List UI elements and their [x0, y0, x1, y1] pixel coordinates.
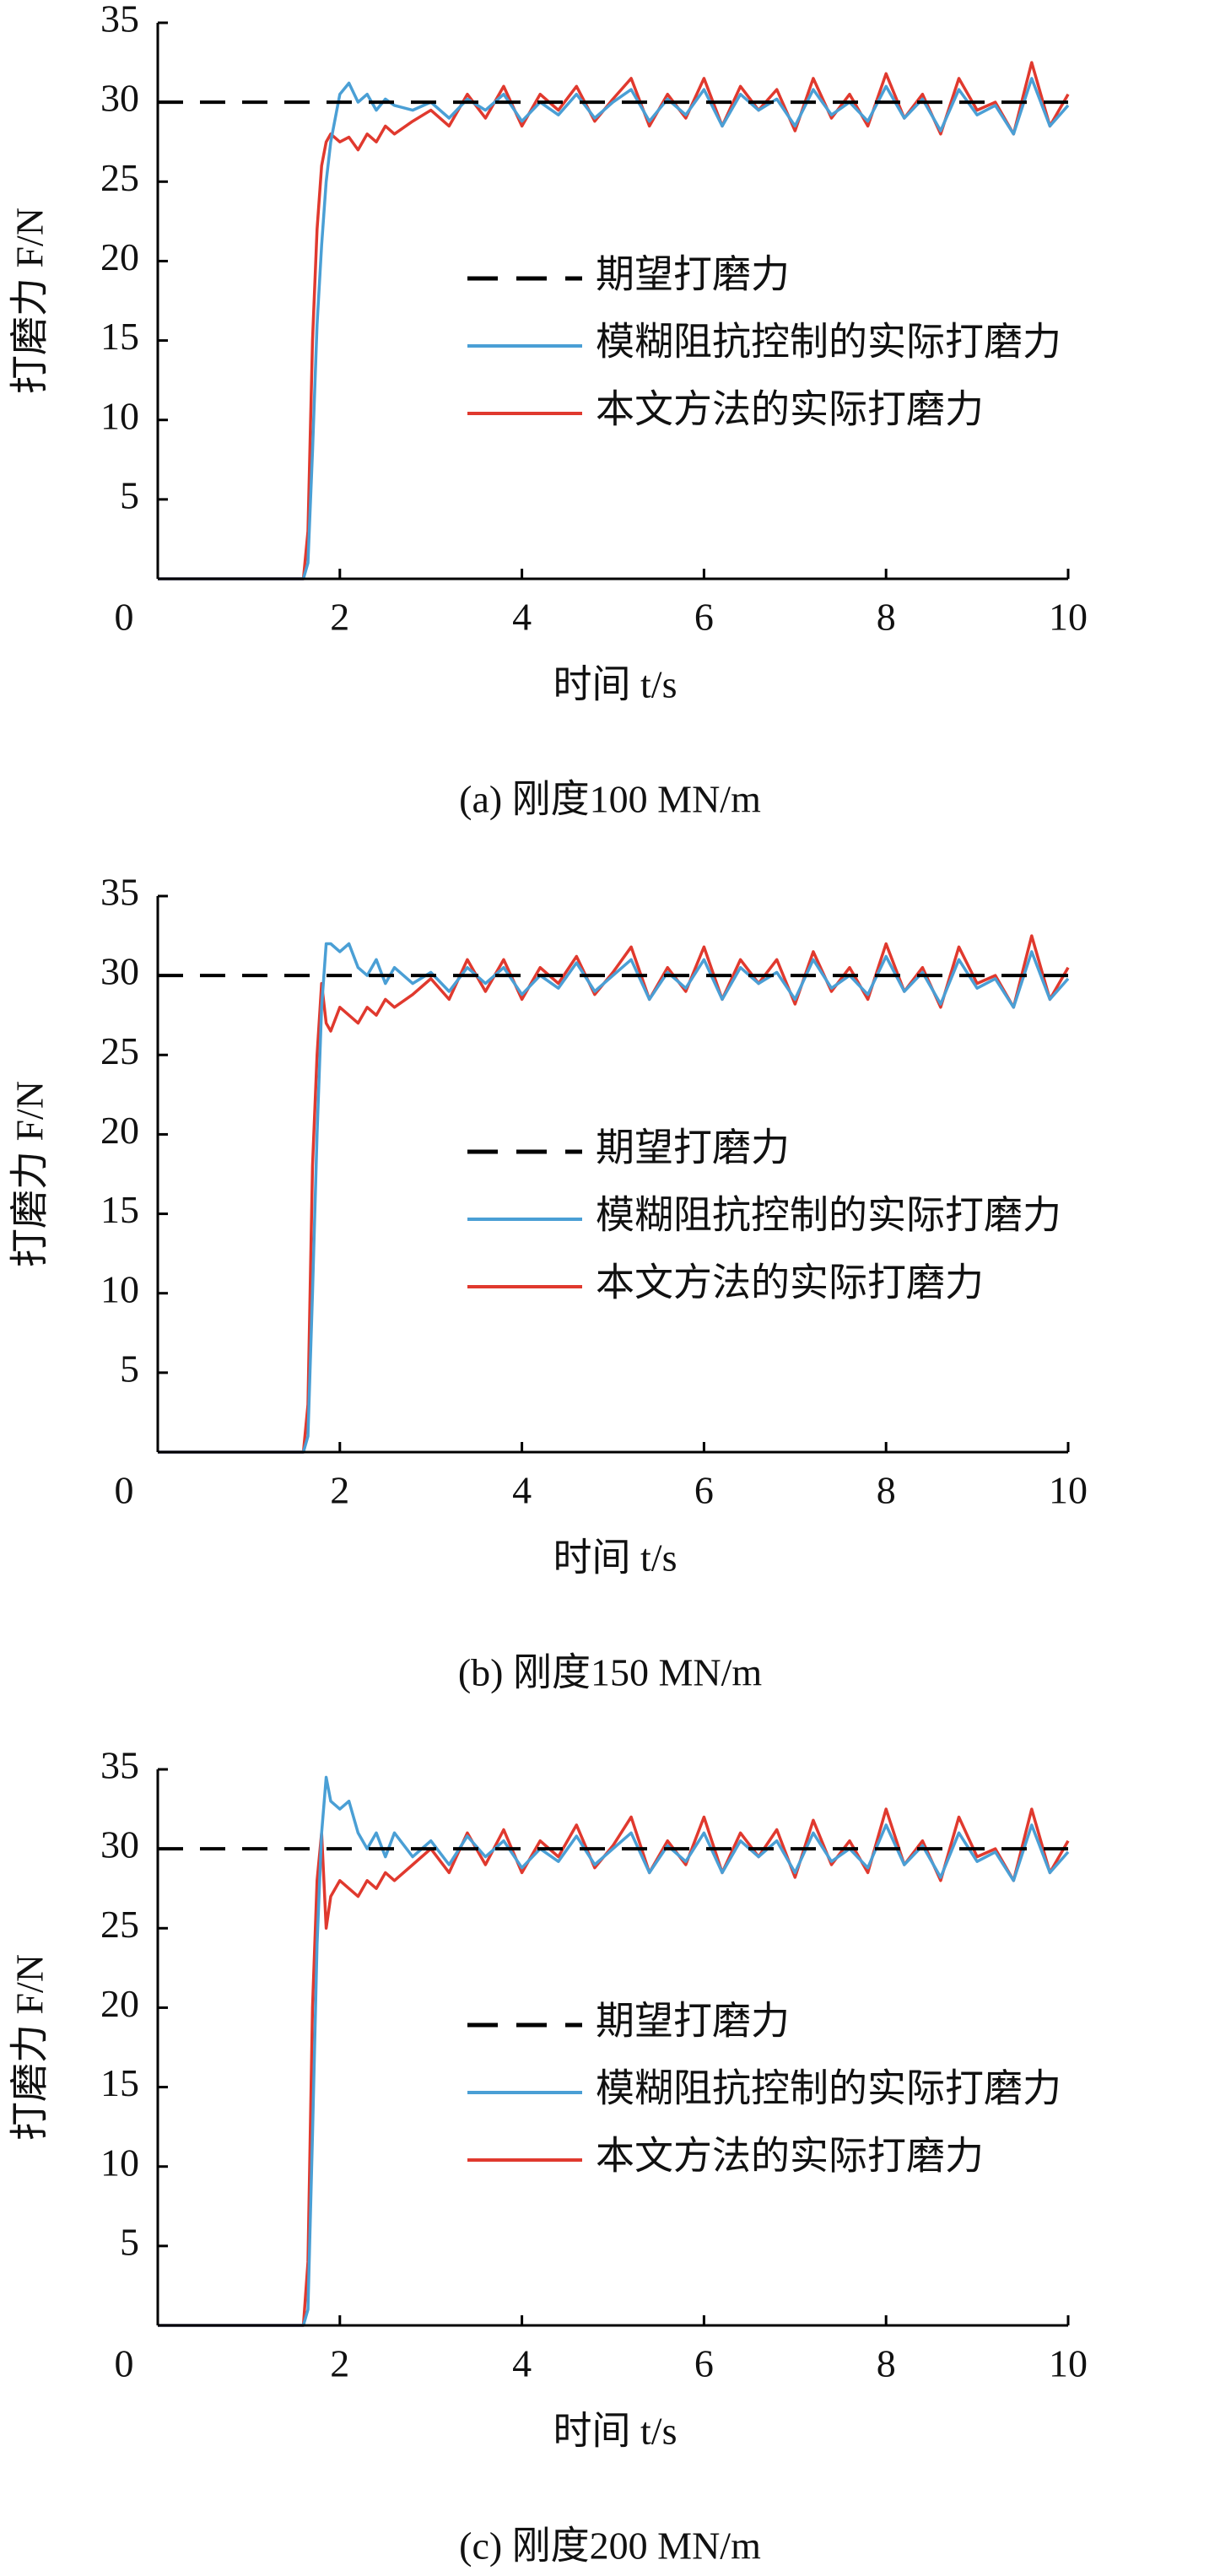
x-tick-label: 4	[512, 2342, 532, 2385]
y-tick-label: 20	[100, 1982, 139, 2025]
y-tick-label: 25	[100, 156, 139, 199]
y-tick-label: 10	[100, 1267, 139, 1310]
y-axis-label: 打磨力 F/N	[8, 1081, 51, 1267]
y-tick-label: 25	[100, 1029, 139, 1072]
y-tick-label: 5	[120, 1347, 139, 1390]
x-tick-label: 0	[115, 1469, 134, 1512]
y-tick-label: 30	[100, 77, 139, 120]
y-tick-label: 30	[100, 950, 139, 993]
y-tick-label: 10	[100, 2141, 139, 2184]
x-axis-label: 时间 t/s	[553, 2410, 677, 2453]
x-tick-label: 6	[694, 596, 714, 639]
legend-label: 模糊阻抗控制的实际打磨力	[596, 321, 1061, 364]
x-tick-label: 10	[1049, 2342, 1088, 2385]
x-tick-label: 8	[877, 596, 896, 639]
x-tick-label: 2	[330, 1469, 349, 1512]
caption: (a) 刚度100 MN/m	[459, 778, 761, 821]
plot-lines	[158, 1775, 1070, 2327]
y-tick-label: 15	[100, 315, 139, 358]
y-tick-label: 20	[100, 235, 139, 278]
y-tick-label: 10	[100, 394, 139, 437]
x-tick-label: 2	[330, 596, 349, 639]
series-line	[158, 942, 1070, 1454]
legend-label: 期望打磨力	[596, 1126, 790, 1169]
x-tick-label: 0	[115, 2342, 134, 2385]
y-tick-label: 15	[100, 1188, 139, 1231]
x-tick-label: 4	[512, 596, 532, 639]
y-axis-label: 打磨力 F/N	[8, 208, 51, 394]
legend-label: 期望打磨力	[596, 253, 790, 296]
x-tick-label: 0	[115, 596, 134, 639]
series-line	[158, 1775, 1070, 2327]
x-tick-label: 8	[877, 1469, 896, 1512]
y-tick-label: 35	[100, 0, 139, 41]
x-tick-label: 4	[512, 1469, 532, 1512]
y-tick-label: 20	[100, 1109, 139, 1152]
chart-panel: 5 10 15 20 25 30 35 0 2 4 6 8 10 时间 t/s 打磨力 F/N 期望打磨力模糊…	[8, 871, 1088, 1694]
series-line	[158, 77, 1070, 581]
x-axis-label: 时间 t/s	[553, 1536, 677, 1580]
y-tick-label: 35	[100, 871, 139, 914]
y-tick-label: 5	[120, 2220, 139, 2263]
caption: (c) 刚度200 MN/m	[459, 2525, 761, 2568]
legend-label: 模糊阻抗控制的实际打磨力	[596, 2067, 1061, 2110]
x-tick-label: 10	[1049, 1469, 1088, 1512]
chart-panel: 5 10 15 20 25 30 35 0 2 4 6 8 10 时间 t/s 打磨力 F/N 期望打磨力模糊…	[8, 0, 1088, 821]
legend-label: 期望打磨力	[596, 2000, 790, 2043]
legend-label: 模糊阻抗控制的实际打磨力	[596, 1194, 1061, 1237]
x-tick-label: 8	[877, 2342, 896, 2385]
x-tick-label: 6	[694, 2342, 714, 2385]
x-axis-label: 时间 t/s	[553, 663, 677, 706]
plot-lines	[158, 934, 1070, 1454]
legend-label: 本文方法的实际打磨力	[596, 2135, 984, 2178]
y-axis-label: 打磨力 F/N	[8, 1954, 51, 2141]
legend-label: 本文方法的实际打磨力	[596, 1261, 984, 1304]
chart-panel: 5 10 15 20 25 30 35 0 2 4 6 8 10 时间 t/s 打磨力 F/N 期望打磨力模糊…	[8, 1744, 1088, 2568]
plot-lines	[158, 61, 1070, 581]
y-tick-label: 25	[100, 1903, 139, 1946]
caption: (b) 刚度150 MN/m	[458, 1651, 763, 1694]
y-tick-label: 30	[100, 1823, 139, 1866]
x-tick-label: 6	[694, 1469, 714, 1512]
y-tick-label: 35	[100, 1744, 139, 1787]
y-tick-label: 15	[100, 2061, 139, 2104]
legend-label: 本文方法的实际打磨力	[596, 388, 984, 431]
x-tick-label: 10	[1049, 596, 1088, 639]
x-tick-label: 2	[330, 2342, 349, 2385]
y-tick-label: 5	[120, 473, 139, 516]
